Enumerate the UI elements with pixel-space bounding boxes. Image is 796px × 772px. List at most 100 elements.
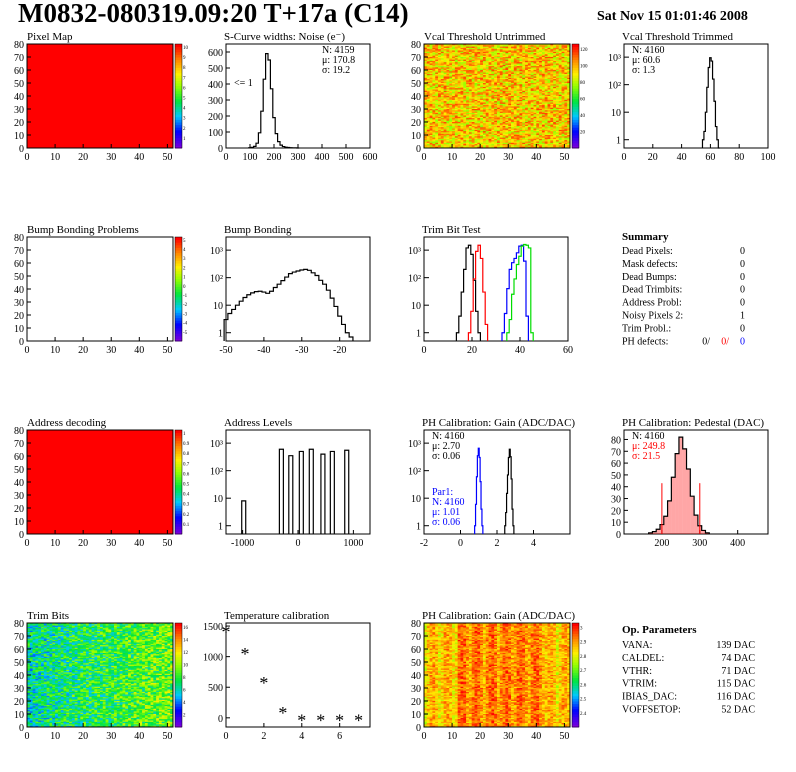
ph-defect-value: 0 [740,336,745,347]
colorbar-tick-label: 100 [580,64,588,69]
y-tick-label: 50 [611,471,621,482]
histogram-bar [678,437,683,534]
chart-ph-pedestal: PH Calibration: Pedestal (DAC) 200 300 400 0… [611,417,769,549]
colorbar-cell [175,328,182,332]
x-tick-label: 0 [422,731,427,742]
y-tick-label: 10³ [210,246,223,257]
colorbar-cell [175,450,182,454]
spike [288,455,294,534]
colorbar-cell [175,489,182,493]
colorbar-cell [175,706,182,710]
colorbar-tick-label: 14 [183,638,189,643]
colorbar-cell [572,88,579,92]
y-tick-label: 60 [411,645,421,656]
colorbar-cell [572,656,579,660]
colorbar-frame [174,429,183,535]
chart-address-levels: Address Levels -1000 0 1000 1 10 10² 10³ [210,417,371,549]
x-tick-label: 30 [106,731,116,742]
colorbar-tick-label: -5 [183,331,188,336]
stat-label: σ: 0.06 [432,517,460,528]
y-tick-label: 10² [408,467,421,478]
chart-bump-bonding: Bump Bonding -50 -40 -30 -20 1 10 10² 10³ [210,224,371,356]
chart-ph-gain: PH Calibration: Gain (ADC/DAC) -2 0 2 4 1 10 10… [408,417,575,549]
colorbar-cell [175,317,182,321]
colorbar-cell [572,129,579,133]
y-tick-label: 0 [416,144,421,155]
y-tick-label: 60 [411,66,421,77]
y-tick-label: 1500 [203,622,223,633]
colorbar-cell [572,643,579,647]
y-tick-label: 30 [14,105,24,116]
colorbar-cell [572,662,579,666]
colorbar-cell [572,703,579,707]
colorbar-tick-label: 2.7 [580,669,587,674]
summary-value: 0 [740,246,745,257]
colorbar-cell [572,57,579,61]
colorbar-cell [572,140,579,144]
colorbar-cell [572,135,579,139]
colorbar-cell [175,513,182,517]
plot-frame [623,43,769,149]
chart-title: Address decoding [27,417,107,429]
stat-label: μ: 170.8 [322,55,355,66]
summary-value: 0 [740,323,745,334]
x-tick-label: 20 [475,152,485,163]
y-tick-label: 0 [218,144,223,155]
chart-vcal-untrimmed: 0 10 20 30 40 5001020304050607080204060801001… [411,31,588,163]
colorbar-tick-label: 8 [183,66,186,71]
colorbar-cell [572,706,579,710]
x-tick-label: 40 [134,345,144,356]
x-tick-label: 40 [134,731,144,742]
y-tick-label: 0 [416,723,421,734]
x-tick-label: 50 [162,152,172,163]
y-tick-label: 60 [14,259,24,270]
colorbar-cell [572,114,579,118]
colorbar-cell [175,528,182,532]
x-tick-label: 0 [25,152,30,163]
y-tick-label: 10 [411,301,421,312]
colorbar-cell [175,330,182,334]
histogram-bar [675,453,679,534]
colorbar-cell [175,651,182,655]
colorbar-cell [175,445,182,449]
colorbar-cell [175,703,182,707]
y-tick-label: 40 [611,483,621,494]
colorbar-cell [572,628,579,632]
colorbar-cell [175,67,182,71]
colorbar-cell [175,80,182,84]
y-tick-label: 10 [411,710,421,721]
stat-label: σ: 1.3 [632,65,655,76]
colorbar-cell [175,479,182,483]
heatmap-cells [424,623,571,728]
colorbar-cell [572,137,579,141]
colorbar-cell [175,44,182,48]
chart-title: Address Levels [224,417,292,429]
colorbar-cell [175,675,182,679]
colorbar-cell [175,643,182,647]
chart-bump-problems: 0 10 20 30 40 5001020304050607080-5-4-3-2-101… [14,224,188,356]
y-tick-label: 10 [611,518,621,529]
y-tick-label: 20 [14,697,24,708]
colorbar-cell [175,500,182,504]
op-param-value: 139 DAC [716,640,755,651]
colorbar-cell [175,309,182,313]
colorbar-cell [572,77,579,81]
series-line [455,244,481,341]
stat-label: N: 4160 [432,431,465,442]
colorbar-cell [572,701,579,705]
x-tick-label: 2 [261,731,266,742]
colorbar-tick-label: 2.4 [580,712,587,717]
colorbar-cell [572,75,579,79]
colorbar-cell [175,453,182,457]
colorbar-cell [175,247,182,251]
colorbar-cell [175,338,182,342]
histogram-bar [656,529,660,534]
y-tick-label: 70 [14,632,24,643]
y-tick-label: 0 [19,337,24,348]
colorbar-cell [175,302,182,306]
y-tick-label: 40 [14,671,24,682]
y-tick-label: 0 [19,144,24,155]
colorbar-cell [175,255,182,259]
chart-vcal-trimmed: Vcal Threshold Trimmed 0 20 40 60 80 100 1 10 10²… [608,31,776,163]
colorbar-tick-label: -3 [183,312,188,317]
